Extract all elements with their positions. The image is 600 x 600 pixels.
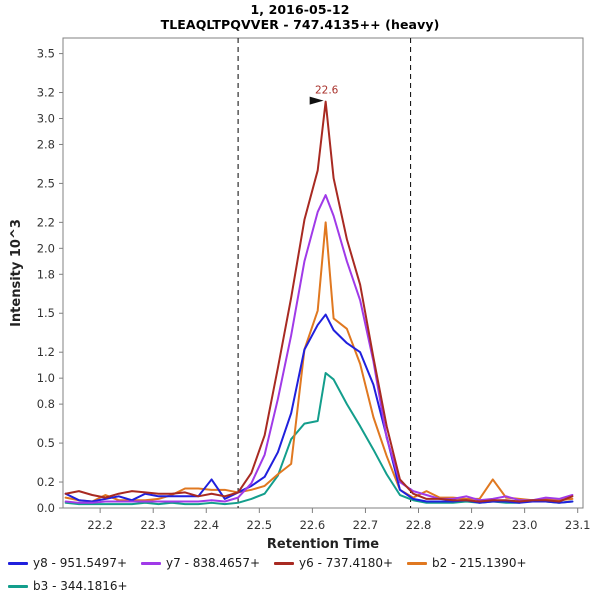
legend-label-b3: b3 - 344.1816+ — [33, 579, 128, 593]
y-axis-tick-label: 3.2 — [37, 86, 55, 100]
x-axis-tick-label: 22.7 — [353, 518, 379, 532]
legend-item-y8[interactable]: y8 - 951.5497+ — [8, 553, 127, 573]
chart-title-line-1: 1, 2016-05-12 — [250, 2, 350, 17]
y-axis-tick-label: 0.8 — [37, 397, 55, 411]
x-axis-tick-label: 22.5 — [247, 518, 273, 532]
series-line-y6[interactable] — [64, 100, 574, 503]
legend-swatch-y6 — [274, 561, 295, 565]
series-line-y8[interactable] — [64, 313, 574, 504]
y-axis-tick-label: 1.8 — [37, 267, 55, 281]
legend-swatch-y7 — [141, 561, 162, 565]
y-axis-tick-label: 0.2 — [37, 475, 55, 489]
y-axis-tick-label: 0.5 — [37, 436, 55, 450]
legend-label-b2: b2 - 215.1390+ — [432, 556, 527, 570]
x-axis-tick-label: 23.1 — [565, 518, 591, 532]
y-axis-tick-label: 1.2 — [37, 345, 55, 359]
y-axis-tick-label: 3.5 — [37, 47, 55, 61]
legend-label-y7: y7 - 838.4657+ — [166, 556, 261, 570]
chart-title-line-2: TLEAQLTPQVVER - 747.4135++ (heavy) — [160, 17, 440, 32]
legend-swatch-b2 — [407, 561, 428, 565]
chart-title: 1, 2016-05-12 TLEAQLTPQVVER - 747.4135++… — [0, 2, 600, 32]
x-axis-tick-label: 22.4 — [193, 518, 219, 532]
peak-apex-label: 22.6 — [315, 85, 339, 97]
legend-item-b2[interactable]: b2 - 215.1390+ — [407, 553, 527, 573]
legend-swatch-y8 — [8, 561, 28, 565]
y-axis-tick-label: 1.5 — [37, 306, 55, 320]
series-line-y7[interactable] — [64, 194, 574, 504]
y-axis-tick-label: 2.8 — [37, 137, 55, 151]
legend-swatch-b3 — [8, 584, 28, 588]
y-axis-tick-label: 1.0 — [37, 371, 55, 385]
series-line-b2[interactable] — [64, 221, 574, 503]
y-axis-tick-label: 0.0 — [37, 501, 55, 515]
y-axis-tick-label: 3.0 — [37, 111, 55, 125]
plot-frame — [62, 37, 584, 509]
y-axis-tick-label: 2.0 — [37, 241, 55, 255]
x-axis-tick-label: 22.2 — [87, 518, 113, 532]
y-axis-title: Intensity 10^3 — [9, 219, 24, 327]
legend-item-y6[interactable]: y6 - 737.4180+ — [274, 553, 393, 573]
x-axis-tick-label: 23.0 — [512, 518, 538, 532]
y-axis-tick-label: 2.2 — [37, 215, 55, 229]
x-axis-tick-label: 22.8 — [406, 518, 432, 532]
x-axis-tick-label: 22.9 — [459, 518, 485, 532]
x-axis-tick-label: 22.6 — [300, 518, 326, 532]
legend-item-y7[interactable]: y7 - 838.4657+ — [141, 553, 260, 573]
x-axis-tick-label: 22.3 — [140, 518, 166, 532]
x-axis-title: Retention Time — [267, 537, 379, 552]
y-axis-tick-label: 2.5 — [37, 176, 55, 190]
legend-item-b3[interactable]: b3 - 344.1816+ — [8, 576, 578, 596]
legend-label-y8: y8 - 951.5497+ — [33, 556, 128, 570]
peak-apex-marker-icon[interactable] — [309, 96, 324, 105]
chart-legend: y8 - 951.5497+ y7 - 838.4657+ y6 - 737.4… — [8, 553, 592, 596]
legend-label-y6: y6 - 737.4180+ — [299, 556, 394, 570]
